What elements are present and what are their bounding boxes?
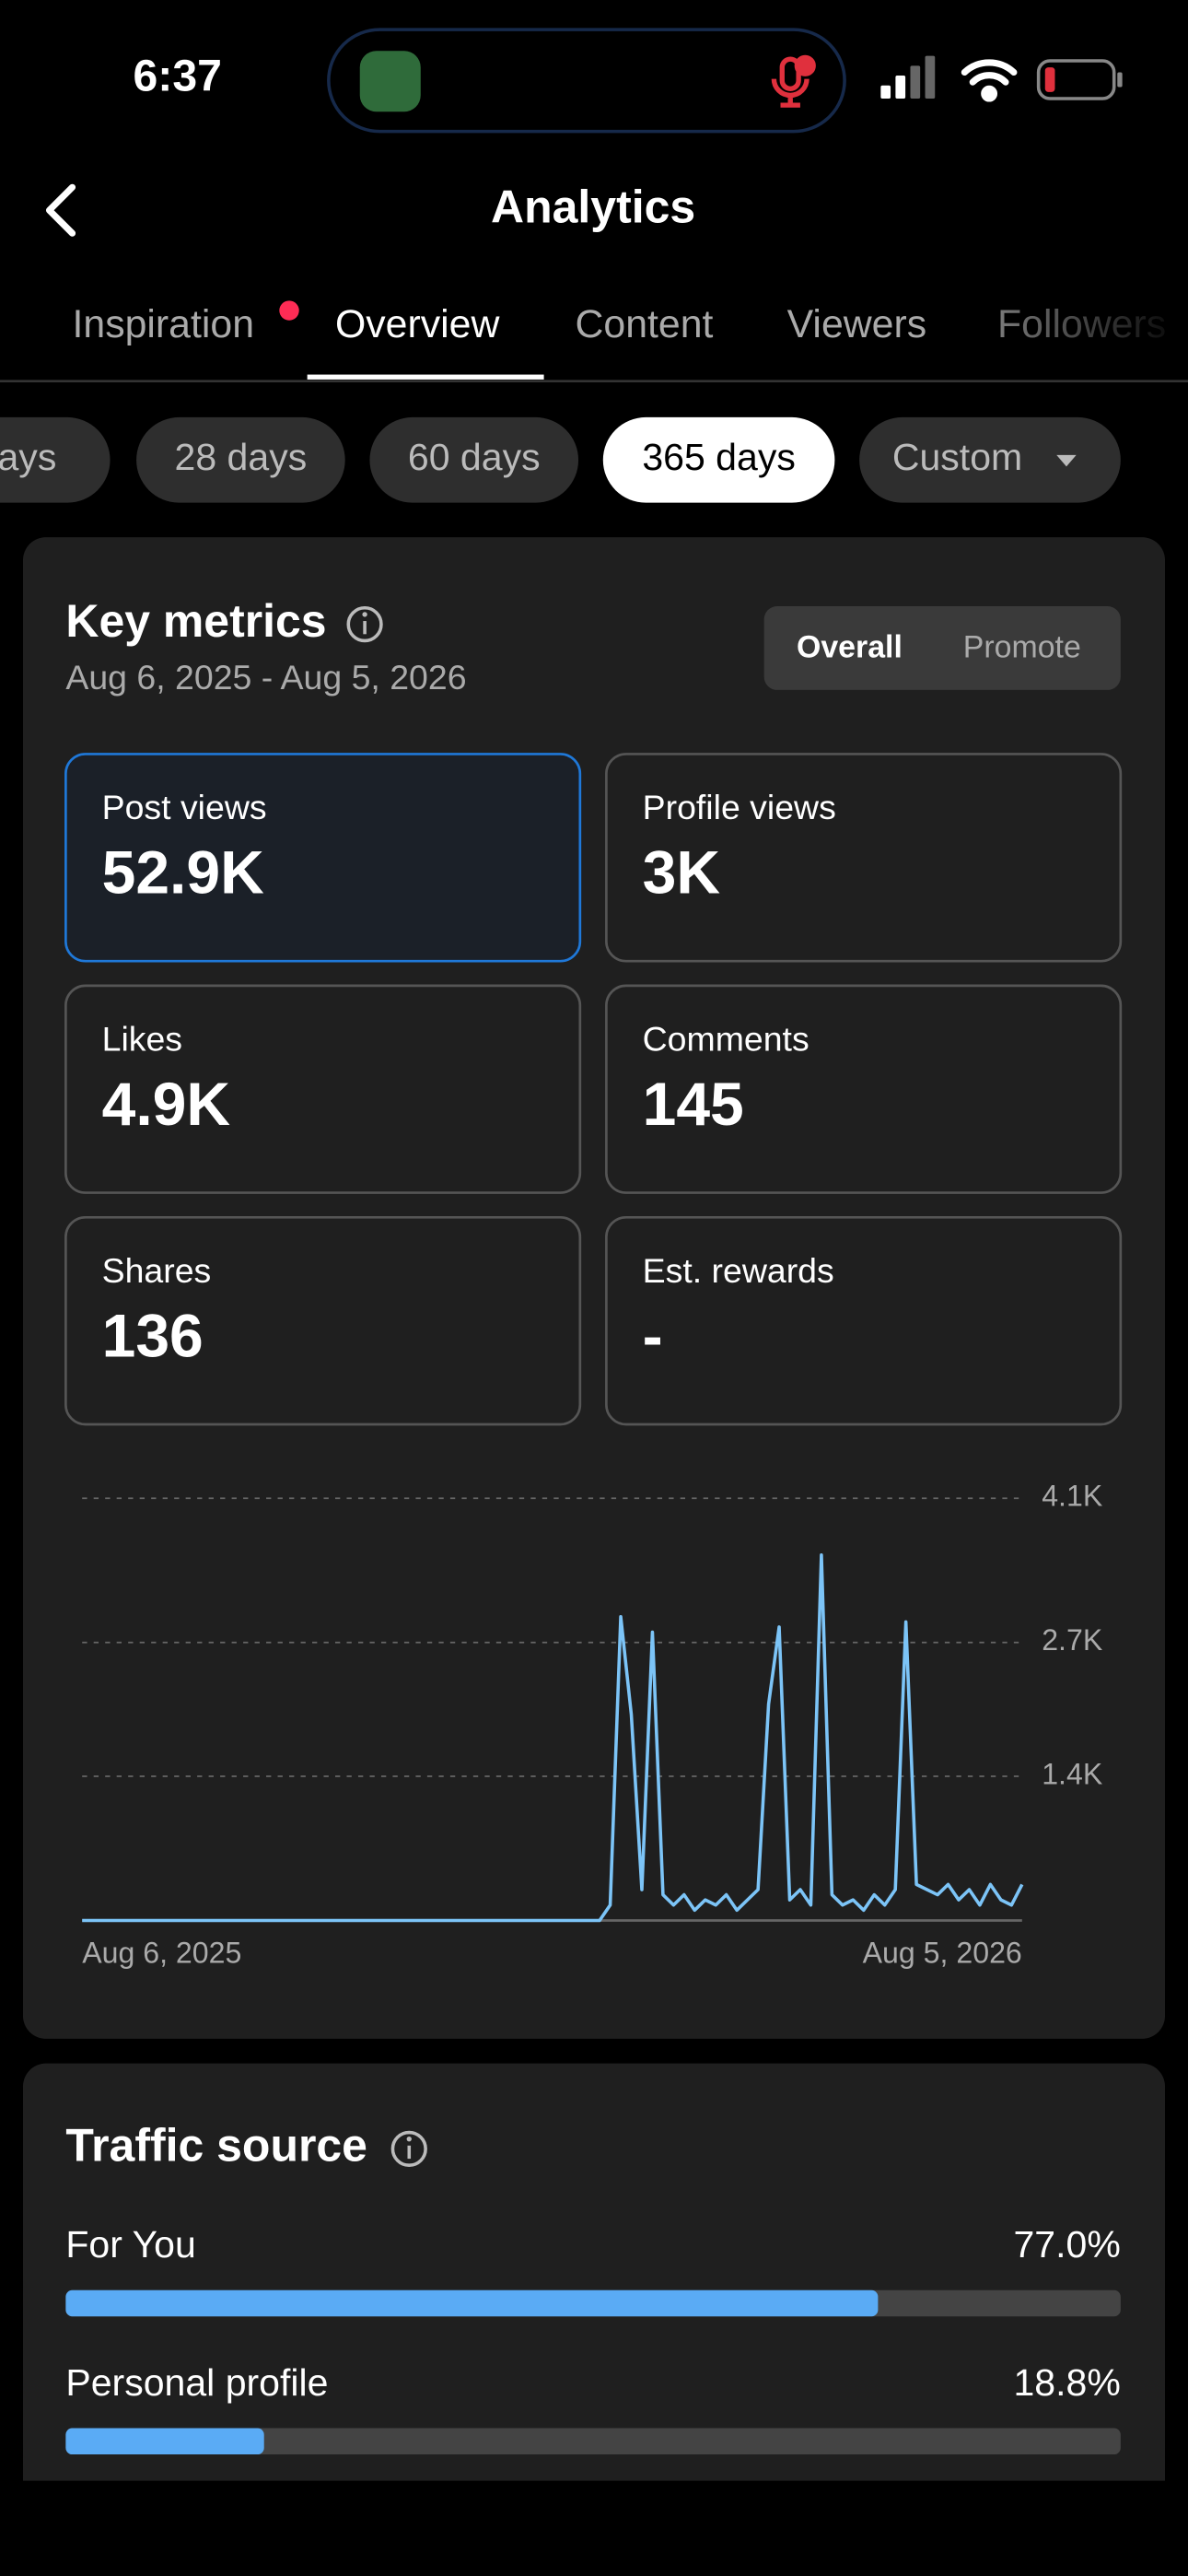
range-label[interactable]: Custom <box>892 436 1022 478</box>
info-icon <box>346 605 383 643</box>
range-label[interactable]: 365 days <box>642 436 796 478</box>
dynamic-island <box>327 28 846 134</box>
metric-box[interactable] <box>64 1215 582 1426</box>
range-label[interactable]: 7 days <box>0 436 56 478</box>
tab[interactable]: Content <box>575 302 713 346</box>
metric-label: Post views <box>102 788 267 826</box>
metric-label: Likes <box>102 1019 182 1058</box>
source-name: For You <box>65 2223 195 2266</box>
y-tick-label: 2.7K <box>1042 1623 1103 1657</box>
toggle-group <box>763 605 1121 690</box>
range-label[interactable]: 28 days <box>175 436 308 478</box>
metric-box[interactable] <box>605 984 1123 1194</box>
metric-value: 3K <box>643 838 721 907</box>
tab[interactable]: Inspiration <box>73 302 255 346</box>
mic-icon <box>771 54 816 108</box>
source-name: Personal profile <box>65 2361 328 2404</box>
battery-icon <box>1036 59 1123 100</box>
range-pill[interactable] <box>859 416 1121 503</box>
tab[interactable]: Overview <box>335 302 501 346</box>
metric-value: 136 <box>102 1302 204 1370</box>
wifi-icon <box>961 59 1018 102</box>
x-tick-label: Aug 6, 2025 <box>82 1936 241 1969</box>
notification-dot <box>279 300 299 321</box>
toggle[interactable]: Overall <box>797 629 903 664</box>
card-title: Key metrics <box>65 595 326 647</box>
metric-value: 145 <box>643 1070 744 1138</box>
bar <box>65 2289 879 2317</box>
metric-label: Est. rewards <box>643 1251 834 1290</box>
card-title: Traffic source <box>65 2120 367 2172</box>
metric-label: Comments <box>643 1019 809 1058</box>
range-pill[interactable] <box>0 416 111 503</box>
range-pill[interactable] <box>602 416 835 503</box>
metric-box[interactable] <box>605 753 1123 963</box>
metric-label: Profile views <box>643 788 836 826</box>
metric-label: Shares <box>102 1251 212 1290</box>
back-button[interactable] <box>45 183 76 237</box>
tab-fade <box>920 271 1188 380</box>
toggle[interactable]: Promote <box>963 629 1081 664</box>
range-pill[interactable] <box>136 416 345 503</box>
dropdown-arrow <box>1056 454 1077 467</box>
date-range: Aug 6, 2025 - Aug 5, 2026 <box>65 658 466 697</box>
app-icon <box>359 51 421 112</box>
source-percent: 77.0% <box>1013 2223 1120 2266</box>
bar <box>65 2428 264 2455</box>
line-series <box>82 1552 1024 1923</box>
time: 6:37 <box>134 51 222 100</box>
metric-value: 4.9K <box>102 1070 231 1138</box>
tab-underline <box>307 374 544 380</box>
traffic-card <box>22 2063 1166 2481</box>
metric-box[interactable] <box>64 753 582 963</box>
info-icon <box>390 2130 427 2167</box>
metric-box[interactable] <box>605 1215 1123 1426</box>
x-tick-label: Aug 5, 2026 <box>863 1936 1022 1969</box>
signal-icon <box>880 55 936 99</box>
bar-track <box>65 2428 1121 2455</box>
metric-value: 52.9K <box>102 838 264 907</box>
y-tick-label: 4.1K <box>1042 1480 1103 1513</box>
page-title: Analytics <box>491 181 695 232</box>
source-percent: 18.8% <box>1013 2361 1120 2404</box>
range-pill[interactable] <box>369 416 579 503</box>
metric-box[interactable] <box>64 984 582 1194</box>
tab[interactable]: Viewers <box>787 302 926 346</box>
metric-value: - <box>643 1302 663 1370</box>
range-label[interactable]: 60 days <box>408 436 541 478</box>
y-tick-label: 1.4K <box>1042 1758 1103 1791</box>
